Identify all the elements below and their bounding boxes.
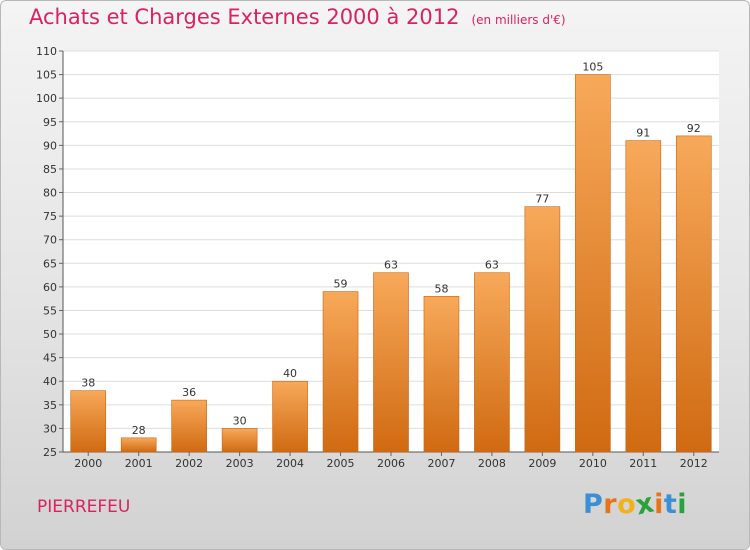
y-tick-label: 70 (43, 234, 57, 247)
bar (171, 399, 207, 453)
bar (423, 296, 460, 453)
bar (70, 390, 107, 453)
y-tick-label: 65 (43, 257, 57, 270)
y-tick-label: 80 (43, 187, 57, 200)
y-tick-label: 45 (43, 352, 57, 365)
x-tick-label: 2000 (74, 457, 102, 470)
chart-title-text: Achats et Charges Externes 2000 à 2012 (29, 5, 460, 29)
data-label: 36 (182, 386, 196, 399)
logo-letter: i (677, 489, 688, 520)
x-tick-label: 2012 (680, 457, 708, 470)
bar (272, 380, 308, 453)
chart-title: Achats et Charges Externes 2000 à 2012 (e… (29, 5, 566, 29)
y-tick-label: 90 (43, 139, 57, 152)
bar (322, 291, 359, 453)
data-label: 63 (384, 259, 398, 272)
y-tick-label: 100 (36, 92, 57, 105)
y-tick-label: 60 (43, 281, 57, 294)
logo-letter: r (603, 489, 618, 520)
bar (675, 135, 712, 453)
x-tick-label: 2006 (377, 457, 405, 470)
logo-letter: P (583, 489, 604, 520)
x-tick-label: 2001 (125, 457, 153, 470)
logo-letter: o (617, 489, 637, 520)
data-label: 59 (334, 278, 348, 291)
data-label: 92 (687, 122, 701, 135)
bar (221, 428, 258, 453)
bar (625, 140, 662, 453)
bar (373, 272, 409, 453)
data-label: 38 (81, 377, 95, 390)
x-tick-label: 2003 (226, 457, 254, 470)
data-label: 105 (582, 61, 603, 74)
y-tick-label: 35 (43, 399, 57, 412)
x-tick-label: 2008 (478, 457, 506, 470)
bar (575, 74, 611, 453)
data-label: 77 (535, 193, 549, 206)
data-label: 40 (283, 367, 297, 380)
place-name: PIERREFEU (37, 497, 131, 517)
data-label: 63 (485, 259, 499, 272)
x-tick-label: 2005 (327, 457, 355, 470)
y-tick-label: 75 (43, 210, 57, 223)
data-label: 58 (434, 282, 448, 295)
logo-letter: i (654, 489, 664, 520)
bar (474, 272, 510, 453)
y-tick-label: 40 (43, 375, 57, 388)
y-tick-label: 85 (43, 163, 57, 176)
x-tick-label: 2010 (579, 457, 607, 470)
y-tick-label: 110 (36, 45, 57, 58)
y-tick-label: 55 (43, 304, 57, 317)
y-tick-label: 105 (36, 69, 57, 82)
x-tick-label: 2004 (276, 457, 304, 470)
x-tick-label: 2011 (629, 457, 657, 470)
chart-subtitle: (en milliers d'€) (471, 13, 566, 27)
x-tick-label: 2009 (528, 457, 556, 470)
y-tick-label: 30 (43, 422, 57, 435)
x-tick-label: 2002 (175, 457, 203, 470)
data-label: 30 (233, 414, 247, 427)
data-label: 28 (132, 424, 146, 437)
x-tick-label: 2007 (427, 457, 455, 470)
data-label: 91 (636, 127, 650, 140)
bar (524, 206, 561, 453)
y-tick-label: 25 (43, 446, 57, 459)
bar (120, 437, 157, 453)
y-tick-label: 95 (43, 116, 57, 129)
logo-letter: t (663, 489, 678, 520)
proxiti-logo: Proxiti (583, 487, 688, 521)
y-tick-label: 50 (43, 328, 57, 341)
